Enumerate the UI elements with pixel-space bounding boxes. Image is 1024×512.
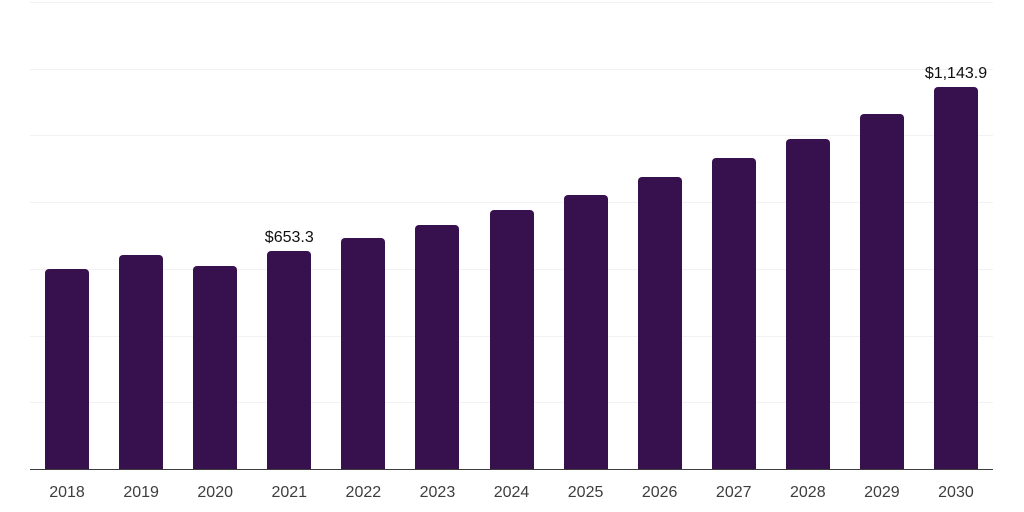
x-tick-label-2019: 2019 xyxy=(123,484,159,501)
bar-2027 xyxy=(711,158,756,469)
gridline-1200 xyxy=(30,68,993,70)
x-tick-label-2025: 2025 xyxy=(567,484,604,501)
x-tick-label-2024: 2024 xyxy=(493,484,530,501)
bar-2018 xyxy=(45,268,90,469)
bar-2021 xyxy=(267,251,312,469)
gridline-800 xyxy=(30,202,993,204)
x-tick-label-2028: 2028 xyxy=(790,484,826,501)
x-axis-line xyxy=(30,468,993,471)
x-tick-label-2029: 2029 xyxy=(864,484,900,501)
bar-2029 xyxy=(859,113,904,469)
bar-2019 xyxy=(119,254,164,469)
x-tick-label-2022: 2022 xyxy=(345,484,382,501)
bar-2026 xyxy=(637,176,682,469)
x-tick-label-2018: 2018 xyxy=(49,484,85,501)
bar-2028 xyxy=(785,138,830,469)
bar-2023 xyxy=(415,224,460,469)
x-tick-label-2030: 2030 xyxy=(938,484,974,501)
bar-2022 xyxy=(341,238,386,469)
gridline-1000 xyxy=(30,135,993,137)
bar-value-label-2030: $1,143.9 xyxy=(924,65,988,83)
bar-2030 xyxy=(933,87,978,469)
bar-2025 xyxy=(563,194,608,469)
x-tick-label-2026: 2026 xyxy=(641,484,678,501)
x-tick-label-2027: 2027 xyxy=(715,484,752,501)
bar-2020 xyxy=(193,265,238,469)
x-tick-label-2023: 2023 xyxy=(419,484,456,501)
x-tick-label-2020: 2020 xyxy=(197,484,233,501)
x-tick-label-2021: 2021 xyxy=(271,484,308,501)
gridline-1400 xyxy=(30,2,993,3)
bar-value-label-2021: $653.3 xyxy=(264,229,314,247)
bar-2024 xyxy=(489,209,534,469)
